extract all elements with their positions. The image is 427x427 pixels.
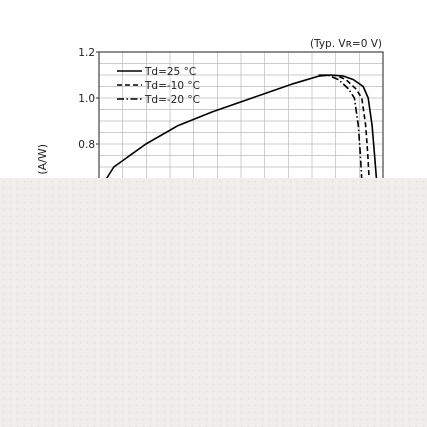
y-tick-label: 0.8	[78, 139, 95, 151]
y-tick-labels: 1.2 1.0 0.8	[78, 47, 99, 151]
series-line-2	[323, 74, 370, 181]
legend-label: Td=-20 °C	[144, 94, 200, 106]
legend-label: Td=25 °C	[144, 66, 196, 78]
y-tick-label: 1.2	[78, 47, 95, 59]
y-tick-label: 1.0	[78, 93, 95, 105]
legend: Td=25 °C Td=-10 °C Td=-20 °C	[117, 66, 200, 106]
curves	[98, 74, 378, 191]
series-line-3	[318, 74, 363, 181]
loading-overlay	[0, 178, 427, 427]
legend-label: Td=-10 °C	[144, 80, 200, 92]
condition-note: (Typ. Vʀ=0 V)	[310, 38, 382, 50]
